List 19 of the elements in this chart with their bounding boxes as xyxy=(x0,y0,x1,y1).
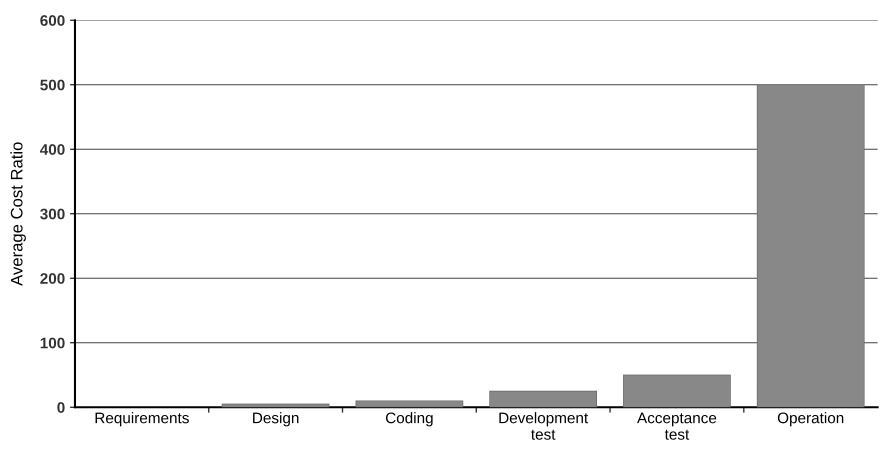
bar xyxy=(623,374,731,408)
x-tick-label: Development test xyxy=(499,412,588,440)
x-tick-label: Operation xyxy=(778,412,844,426)
y-tick-label: 500 xyxy=(40,80,65,90)
bar xyxy=(489,390,598,408)
y-tick-label: 100 xyxy=(40,338,65,348)
bar xyxy=(222,404,330,408)
x-tick-label: Acceptance test xyxy=(637,412,716,440)
y-tick-label: 300 xyxy=(40,208,65,220)
x-tick-label: Coding xyxy=(386,412,433,426)
bar xyxy=(356,400,464,408)
y-axis-title: Average Cost Ratio xyxy=(10,142,26,286)
x-tick-label: Requirements xyxy=(96,412,189,426)
y-tick-label: 600 xyxy=(40,15,65,26)
bar xyxy=(756,84,865,408)
y-tick-label: 200 xyxy=(40,273,65,284)
x-tick-label: Design xyxy=(253,412,298,426)
y-tick-label: 0 xyxy=(57,402,65,413)
y-tick-label: 400 xyxy=(40,144,65,155)
